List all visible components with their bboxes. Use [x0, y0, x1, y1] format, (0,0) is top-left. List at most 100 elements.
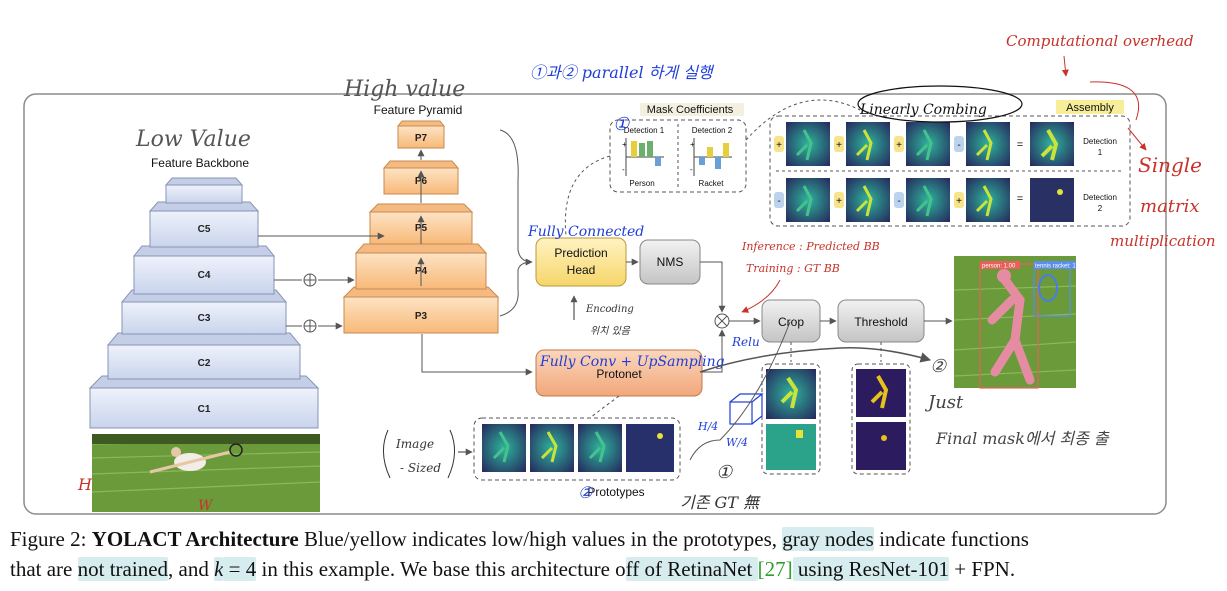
crop-label: Crop	[778, 315, 804, 329]
assembly-prototype-figure	[855, 129, 873, 161]
just-note: Just	[924, 392, 964, 413]
assembly-prototype-figure	[915, 129, 933, 161]
circle2-proto: ②	[578, 483, 594, 502]
assembly-prototype-figure	[975, 185, 993, 217]
assembly-detection1-line1: Detection	[1083, 137, 1117, 146]
h4-label: H/4	[697, 420, 718, 433]
protonet-label: Protonet	[596, 367, 642, 381]
mask-coefficients-label: Mask Coefficients	[647, 104, 734, 116]
assembly-detection2-line1: Detection	[1083, 193, 1117, 202]
fully-connected-note: Fully Connected	[527, 224, 644, 240]
nms-node: NMS	[639, 239, 701, 285]
assembly-sign-badge	[834, 136, 844, 152]
svg-text:+: +	[622, 140, 627, 149]
caption-eq: = 4	[223, 557, 257, 581]
gt-no-note: 기존 GT 無	[680, 493, 761, 512]
nms-label: NMS	[657, 255, 684, 269]
caption-highlight-not-trained: not trained	[77, 557, 169, 581]
backbone-layer-c4	[133, 255, 275, 295]
assembly-sign-badge	[774, 192, 784, 208]
assembly-prototype-figure	[855, 185, 873, 217]
assembly-sign: +	[776, 140, 782, 151]
backbone-stack: C1 C2 C3 C4 C5	[88, 177, 320, 429]
assembly-prototype-figure	[915, 185, 933, 217]
bbox-racket-label: tennis racket: 1.00	[1035, 264, 1085, 270]
output-image: person: 1.00 tennis racket: 1.00	[953, 256, 1085, 389]
backbone-label-c5: C5	[198, 224, 211, 235]
lateral-connections	[258, 232, 385, 333]
single-note-line1: Single	[1138, 153, 1202, 177]
encoding-note-line1: Encoding	[585, 304, 634, 315]
single-note-line3: multiplication	[1110, 232, 1216, 250]
backbone-label-c2: C2	[198, 358, 211, 369]
circle1-coef: ①	[613, 114, 630, 135]
threshold-node: Threshold	[837, 299, 925, 343]
encoding-note-line2: 위치 있음	[590, 325, 631, 337]
computational-overhead-note: Computational overhead	[1006, 32, 1194, 50]
prediction-head-line2: Head	[567, 263, 596, 277]
caption-k: k	[214, 557, 224, 581]
assembly-sign: +	[836, 196, 842, 207]
assembly-sign-badge	[954, 136, 964, 152]
backbone-label: Feature Backbone	[151, 156, 249, 170]
inference-note: Inference : Predicted BB	[741, 240, 880, 253]
threshold-label: Threshold	[854, 315, 907, 329]
backbone-label-c1: C1	[198, 404, 211, 415]
pyramid-label-p3: P3	[415, 311, 428, 322]
threshold-masks	[851, 342, 911, 475]
single-note-line2: matrix	[1140, 196, 1200, 217]
caption-highlight-retinanet: ff of RetinaNet	[625, 557, 758, 581]
circle2-final: ②	[930, 356, 947, 377]
low-value-note: Low Value	[135, 127, 251, 152]
assembly-prototype-figure	[975, 129, 993, 161]
assembly-sign-badge	[774, 136, 784, 152]
backbone-layer-c2	[107, 344, 301, 380]
backbone-label-c4: C4	[198, 270, 211, 281]
assembly-sign: -	[897, 196, 900, 207]
assembly-panel: Assembly + + + - - + - + = = Detection 1 Detec…	[769, 100, 1131, 227]
svg-text:=: =	[1017, 193, 1023, 205]
svg-text:-: -	[690, 165, 693, 174]
prediction-head-node: Prediction Head	[535, 237, 627, 287]
caption-text-3: that are	[10, 557, 78, 581]
caption-highlight-gray-nodes: gray nodes	[782, 527, 874, 551]
w4-label: W/4	[726, 436, 748, 449]
pyramid-stack: P3 P4 P5 P6 P7	[342, 120, 500, 334]
bbox-person-label: person: 1.00	[982, 264, 1016, 270]
yolact-diagram: Feature Backbone C1 C2 C3 C4 C5	[23, 32, 1216, 515]
svg-text:=: =	[1017, 139, 1023, 151]
backbone-layer-c3	[121, 301, 287, 335]
pyramid-layer-p3	[343, 296, 499, 334]
caption-highlight-resnet: using ResNet-101	[792, 557, 949, 581]
assembly-prototype-figure	[795, 129, 813, 161]
training-note: Training : GT BB	[746, 262, 840, 275]
image-sized-line1: Image	[395, 437, 434, 451]
final-mask-note: Final mask에서 최종 출	[935, 429, 1110, 448]
assembly-sign: +	[956, 196, 962, 207]
assembly-sign: -	[957, 140, 960, 151]
w-mark: W	[198, 498, 214, 514]
pyramid-label: Feature Pyramid	[374, 103, 463, 117]
figure-frame	[23, 93, 1167, 515]
parallel-note: ①과② parallel 하게 실행	[530, 63, 715, 82]
assembly-detection2-line2: 2	[1098, 204, 1103, 213]
prototypes-panel: Prototypes	[473, 417, 681, 499]
pyramid-layer-p7	[397, 125, 445, 149]
racket-label: Racket	[699, 179, 725, 188]
caption-prefix: Figure 2:	[10, 527, 92, 551]
prototypes-label: Prototypes	[587, 485, 644, 499]
crop-node: Crop	[761, 299, 821, 343]
svg-text:+: +	[690, 140, 695, 149]
assembly-sign: +	[836, 140, 842, 151]
assembly-prototype-figure	[795, 185, 813, 217]
figure-caption: Figure 2: YOLACT Architecture Blue/yello…	[10, 524, 1215, 584]
assembly-label: Assembly	[1066, 102, 1114, 114]
high-value-note: High value	[343, 77, 465, 102]
caption-text-1: Blue/yellow indicates low/high values in…	[298, 527, 783, 551]
caption-text-4: , and	[168, 557, 215, 581]
crop-masks	[761, 342, 821, 475]
coef-detection1-label: Detection 1	[624, 126, 665, 135]
input-image	[91, 434, 321, 512]
backbone-layer-c5	[149, 210, 259, 248]
combine-node	[714, 313, 730, 329]
